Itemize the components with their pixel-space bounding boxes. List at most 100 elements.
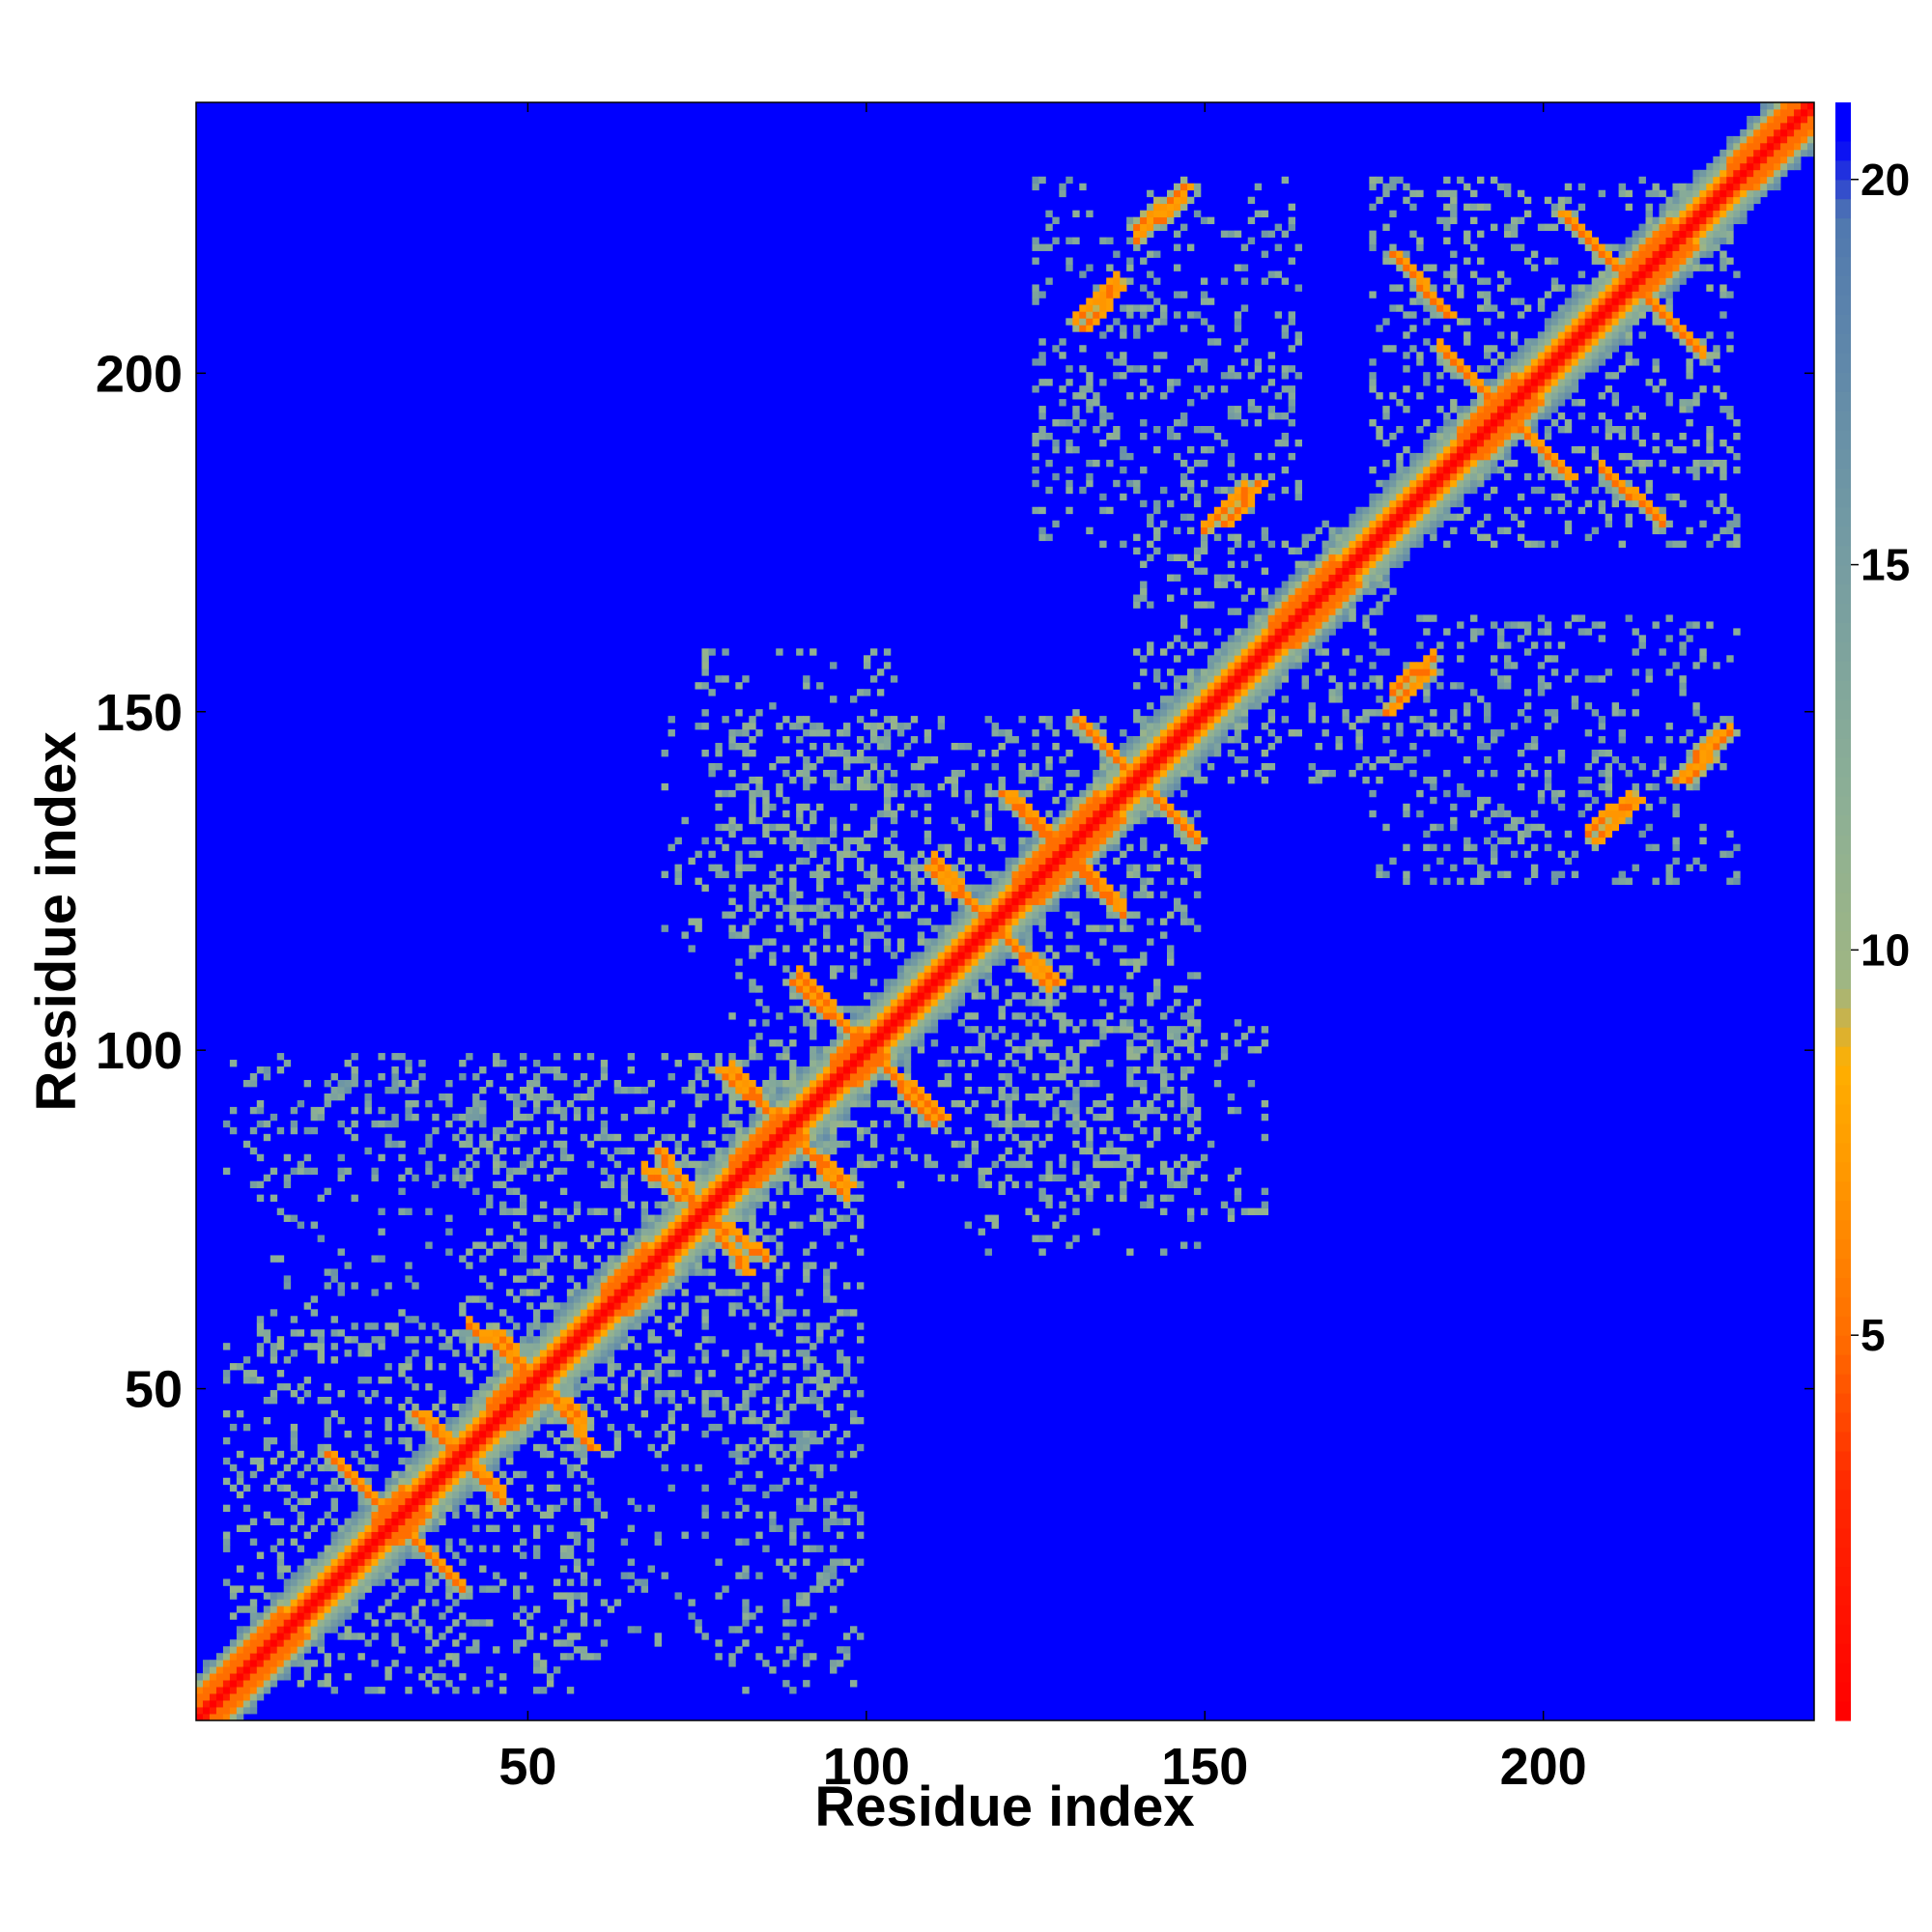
heatmap-cell: [439, 1343, 446, 1350]
heatmap-cell: [378, 1578, 385, 1586]
heatmap-cell: [222, 1504, 231, 1513]
heatmap-cell: [715, 1167, 723, 1176]
heatmap-cell: [546, 1106, 554, 1115]
heatmap-cell: [425, 1423, 433, 1432]
heatmap-cell: [506, 1390, 514, 1398]
heatmap-cell: [559, 1639, 568, 1647]
heatmap-cell: [1045, 958, 1053, 966]
heatmap-cell: [708, 1282, 716, 1290]
heatmap-cell: [1072, 911, 1080, 919]
heatmap-cell: [1011, 870, 1019, 879]
heatmap-cell: [513, 1221, 521, 1229]
heatmap-cell: [722, 1174, 729, 1182]
heatmap-cell: [869, 999, 878, 1007]
heatmap-cell: [1045, 931, 1053, 939]
heatmap-cell: [1025, 965, 1033, 973]
heatmap-cell: [830, 972, 838, 980]
heatmap-cell: [378, 1565, 385, 1573]
heatmap-cell: [297, 1545, 305, 1552]
heatmap-cell: [445, 1497, 453, 1506]
heatmap-cell: [849, 965, 858, 973]
heatmap-cell: [830, 1106, 838, 1115]
heatmap-cell: [263, 1336, 271, 1344]
heatmap-cell: [607, 1282, 615, 1290]
heatmap-cell: [559, 1255, 568, 1263]
heatmap-cell: [715, 1201, 723, 1208]
heatmap-cell: [1106, 884, 1114, 892]
heatmap-cell: [816, 729, 824, 737]
heatmap-cell: [668, 1275, 675, 1283]
heatmap-cell: [1065, 857, 1073, 866]
heatmap-cell: [876, 743, 885, 751]
heatmap-cell: [290, 1578, 298, 1586]
heatmap-cell: [647, 1106, 655, 1115]
heatmap-cell: [991, 945, 999, 952]
heatmap-cell: [944, 884, 952, 892]
heatmap-cell: [1086, 325, 1094, 332]
heatmap-cell: [903, 1120, 912, 1128]
heatmap-cell: [923, 1093, 932, 1101]
heatmap-cell: [499, 1160, 507, 1169]
heatmap-cell: [452, 1113, 460, 1122]
heatmap-cell: [445, 1572, 453, 1579]
heatmap-cell: [559, 1403, 568, 1411]
heatmap-cell: [445, 1343, 453, 1350]
heatmap-cell: [830, 1377, 838, 1384]
heatmap-cell: [1079, 1079, 1087, 1088]
heatmap-cell: [1011, 931, 1019, 939]
heatmap-cell: [1059, 385, 1066, 393]
heatmap-cell: [1065, 1053, 1073, 1061]
heatmap-cell: [1065, 1066, 1073, 1074]
heatmap-cell: [364, 1531, 372, 1539]
heatmap-cell: [782, 1046, 790, 1054]
heatmap-cell: [796, 891, 804, 898]
heatmap-cell: [769, 1430, 777, 1438]
heatmap-cell: [762, 1221, 770, 1229]
heatmap-cell: [1059, 1174, 1066, 1182]
heatmap-cell: [1059, 864, 1066, 872]
heatmap-cell: [749, 1133, 756, 1142]
heatmap-cell: [620, 1383, 629, 1391]
heatmap-cell: [513, 1343, 521, 1350]
heatmap-cell: [1079, 864, 1087, 872]
heatmap-cell: [742, 924, 750, 932]
heatmap-cell: [378, 1524, 385, 1532]
heatmap-cell: [1093, 1228, 1100, 1236]
heatmap-cell: [539, 1511, 548, 1520]
heatmap-cell: [1086, 837, 1094, 845]
heatmap-cell: [613, 1086, 622, 1094]
heatmap-cell: [951, 924, 959, 932]
heatmap-cell: [479, 1585, 487, 1593]
heatmap-cell: [1086, 810, 1094, 818]
heatmap-cell: [890, 1079, 898, 1088]
heatmap-cell: [837, 729, 844, 737]
heatmap-cell: [837, 743, 844, 751]
heatmap-cell: [520, 1248, 527, 1256]
heatmap-cell: [297, 1653, 305, 1661]
heatmap-cell: [486, 1336, 494, 1344]
heatmap-cell: [869, 1079, 878, 1088]
heatmap-cell: [830, 1086, 838, 1094]
heatmap-cell: [364, 1639, 372, 1647]
heatmap-cell: [499, 1436, 507, 1445]
heatmap-cell: [600, 1322, 609, 1330]
heatmap-cell: [896, 945, 905, 952]
heatmap-cell: [600, 1228, 609, 1236]
heatmap-cell: [896, 972, 905, 980]
heatmap-cell: [398, 1585, 406, 1593]
heatmap-cell: [1113, 358, 1121, 366]
heatmap-cell: [755, 1113, 763, 1122]
heatmap-cell: [452, 1430, 460, 1438]
heatmap-cell: [681, 1309, 689, 1317]
heatmap-cell: [903, 972, 912, 980]
heatmap-cell: [1072, 237, 1080, 244]
heatmap-cell: [762, 1167, 770, 1176]
heatmap-cell: [229, 1612, 238, 1620]
heatmap-cell: [796, 972, 804, 980]
heatmap-cell: [425, 1497, 433, 1506]
heatmap-cell: [776, 1268, 783, 1276]
heatmap-cell: [1005, 904, 1012, 912]
heatmap-cell: [499, 1673, 507, 1681]
heatmap-cell: [971, 958, 979, 966]
heatmap-cell: [823, 1565, 831, 1573]
